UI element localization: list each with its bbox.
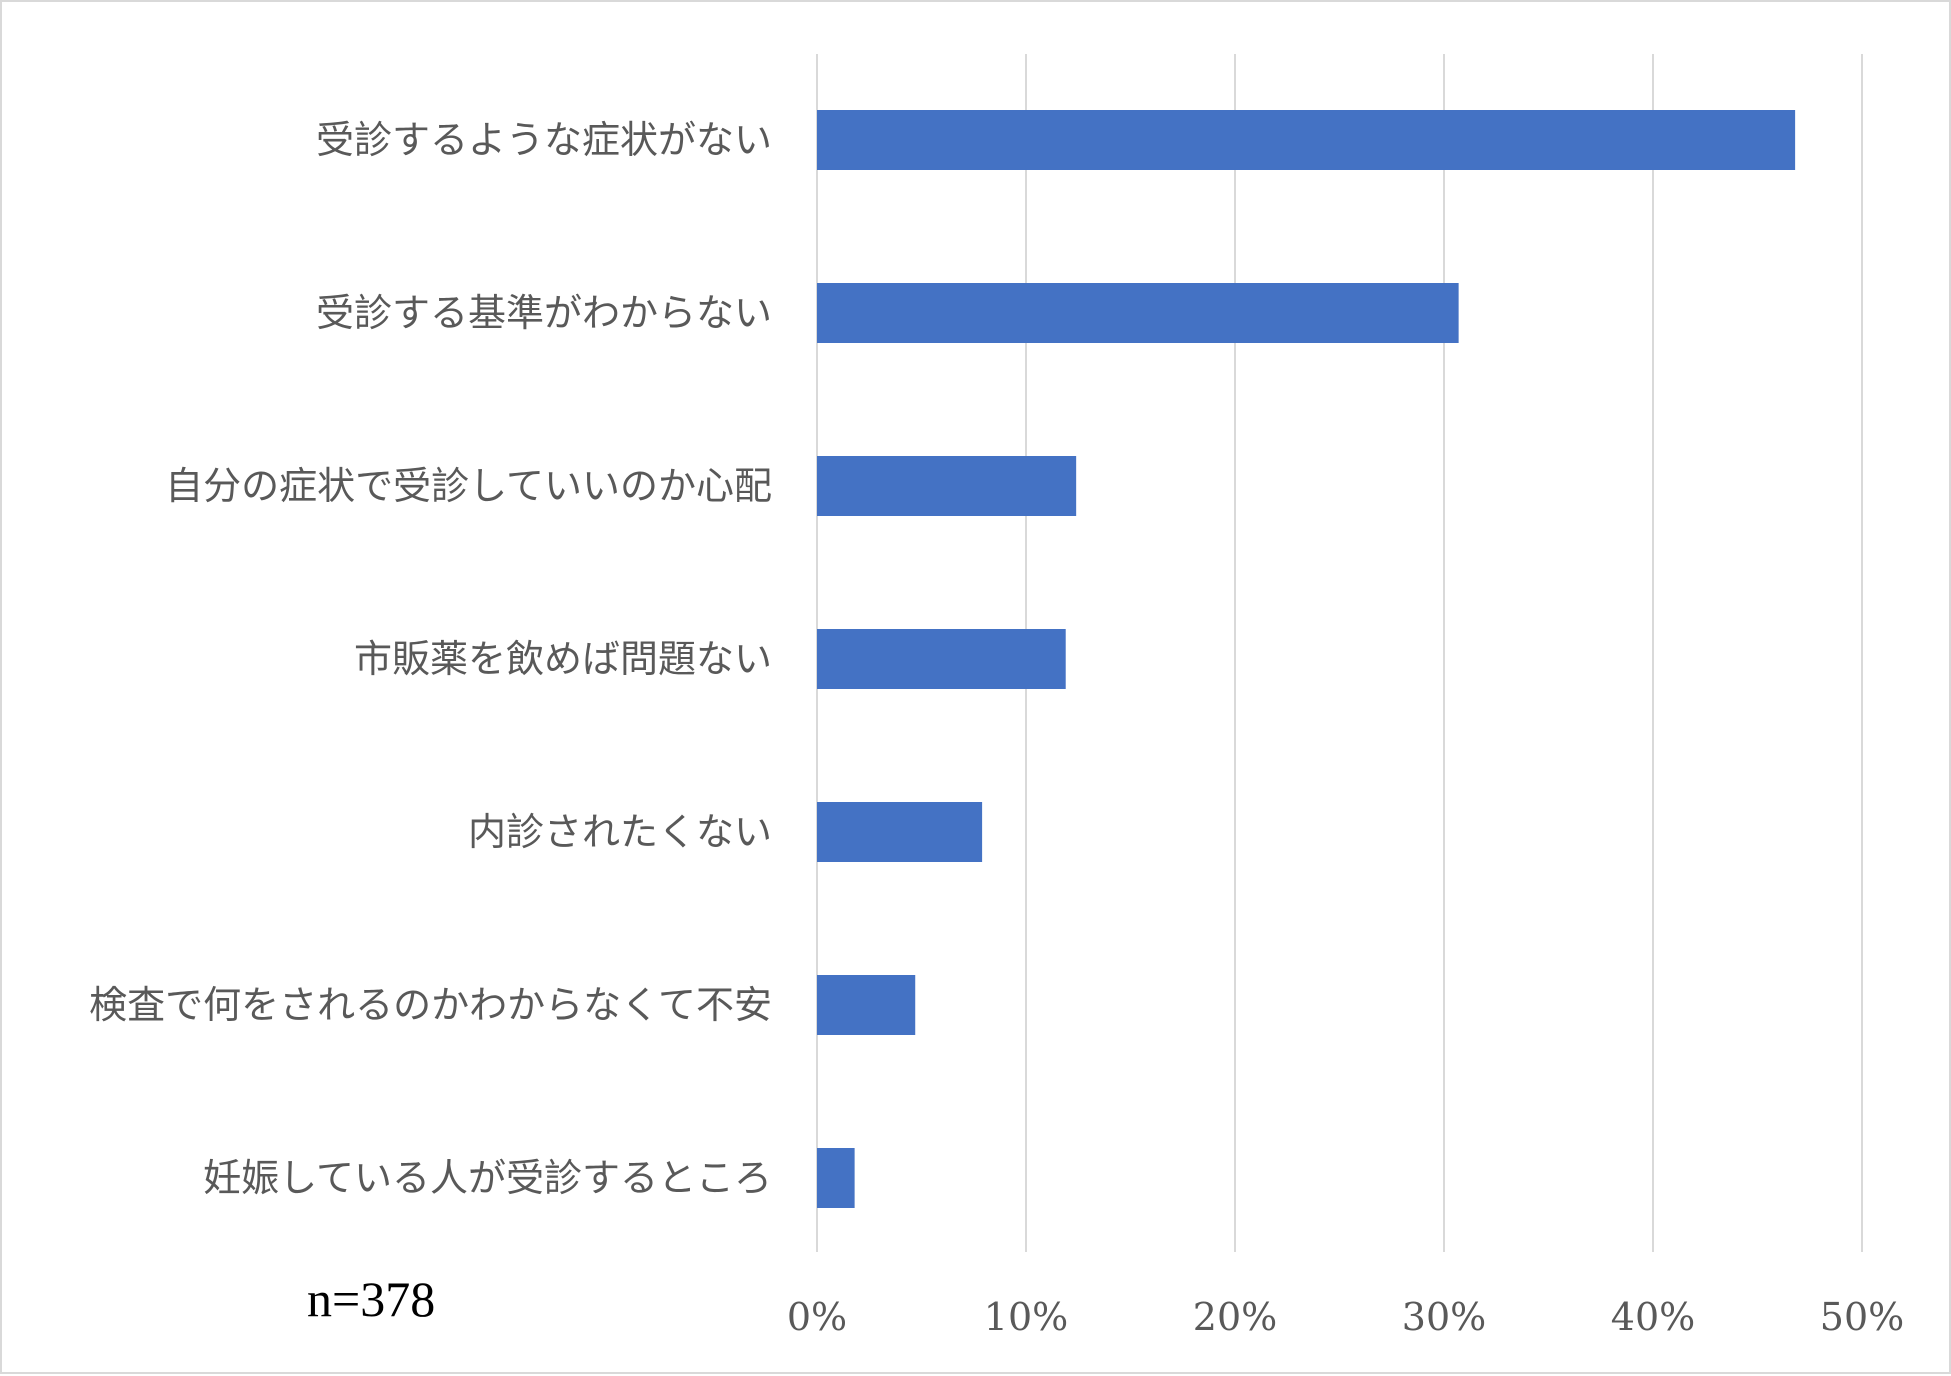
x-tick-label: 50% (1820, 1295, 1904, 1339)
bar (817, 975, 916, 1035)
category-label: 自分の症状で受診していいのか心配 (165, 464, 772, 508)
x-tick-label: 30% (1402, 1295, 1486, 1339)
bar (817, 1148, 855, 1208)
category-label: 受診する基準がわからない (316, 291, 772, 335)
category-labels: 受診するような症状がない受診する基準がわからない自分の症状で受診していいのか心配… (89, 118, 772, 1200)
bars (817, 110, 1796, 1208)
category-label: 妊娠している人が受診するところ (203, 1156, 772, 1200)
bar (817, 283, 1459, 343)
x-tick-label: 20% (1193, 1295, 1277, 1339)
bar (817, 456, 1077, 516)
bar (817, 629, 1066, 689)
bar (817, 110, 1796, 170)
sample-size-note: n=378 (307, 1271, 436, 1327)
category-label: 内診されたくない (468, 810, 772, 854)
x-tick-label: 40% (1611, 1295, 1695, 1339)
bar (817, 802, 983, 862)
x-tick-label: 10% (984, 1295, 1068, 1339)
x-tick-label: 0% (787, 1295, 847, 1339)
category-label: 市販薬を飲めば問題ない (354, 637, 772, 681)
x-axis-tick-labels: 0% 10% 20% 30% 40% 50% (787, 1295, 1904, 1339)
category-label: 検査で何をされるのかわからなくて不安 (89, 983, 772, 1027)
category-label: 受診するような症状がない (316, 118, 772, 162)
gridlines (816, 54, 1863, 1252)
